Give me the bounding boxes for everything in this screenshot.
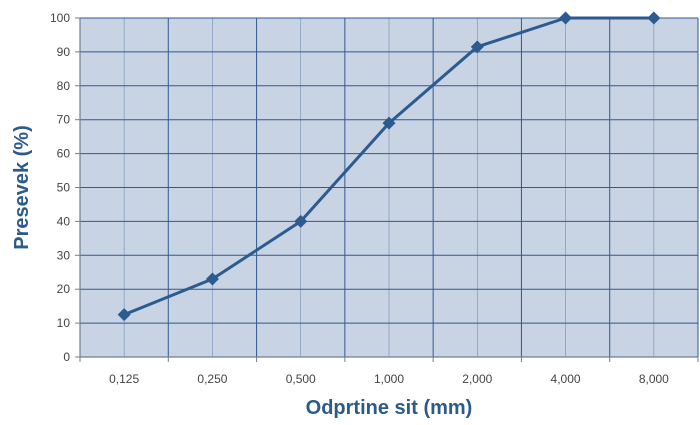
y-tick-label: 30: [57, 248, 71, 262]
y-tick-label: 70: [57, 113, 71, 127]
y-tick-label: 50: [57, 181, 71, 195]
y-tick-label: 20: [57, 282, 71, 296]
data-point-marker: [382, 116, 396, 130]
x-tick-label: 0,125: [109, 372, 139, 386]
x-tick-labels: 0,125 0,250 0,500 1,000 2,000 4,000 8,000: [109, 372, 669, 386]
x-tick-label: 8,000: [639, 372, 669, 386]
data-point-marker: [205, 272, 219, 286]
data-point-marker: [559, 11, 573, 25]
x-tick-label: 4,000: [551, 372, 581, 386]
x-tick-label: 0,500: [286, 372, 316, 386]
x-tick-label: 1,000: [374, 372, 404, 386]
y-tick-label: 10: [57, 316, 71, 330]
y-tick-label: 90: [57, 45, 71, 59]
x-tick-label: 2,000: [462, 372, 492, 386]
data-point-marker: [647, 11, 661, 25]
axes: [75, 17, 699, 362]
y-tick-labels: 0 10 20 30 40 50 60 70 80 90 100: [50, 11, 70, 364]
x-axis-title: Odprtine sit (mm): [306, 397, 473, 419]
x-tick-label: 0,250: [197, 372, 227, 386]
y-tick-label: 60: [57, 147, 71, 161]
y-tick-label: 40: [57, 214, 71, 228]
data-point-marker: [470, 40, 484, 54]
data-point-marker: [294, 214, 308, 228]
y-axis-title: Presevek (%): [11, 125, 33, 250]
y-tick-label: 0: [63, 350, 70, 364]
y-tick-label: 80: [57, 79, 71, 93]
y-tick-label: 100: [50, 11, 70, 25]
data-point-marker: [117, 308, 131, 322]
data-points: [117, 11, 661, 322]
